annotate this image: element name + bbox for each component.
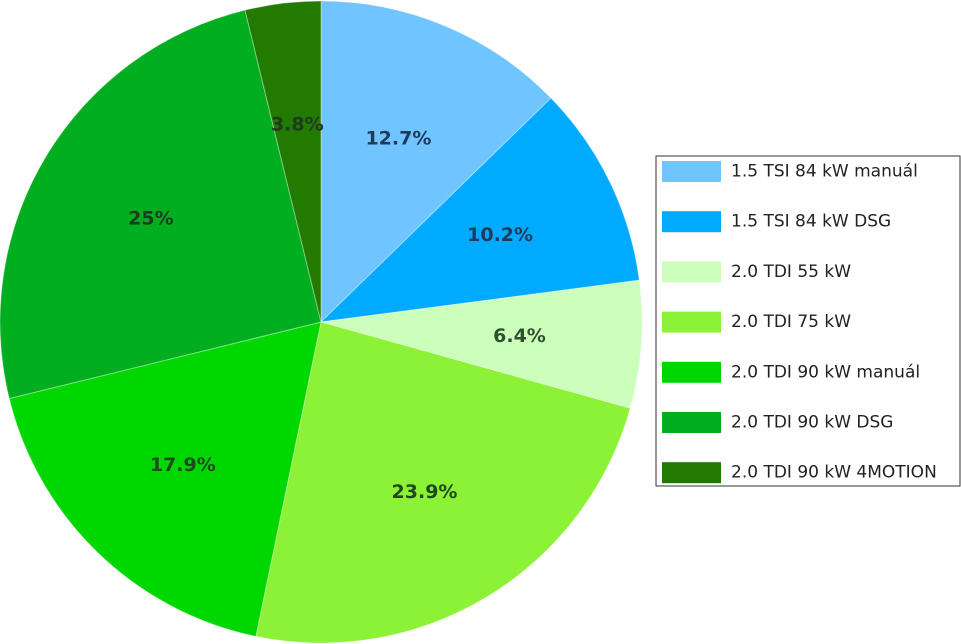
slice-value-label-7: 3.8% [271, 113, 324, 135]
legend-label-7: 2.0 TDI 90 kW 4MOTION [731, 463, 937, 483]
legend: 1.5 TSI 84 kW manuál 1.5 TSI 84 kW DSG 2.0… [655, 155, 961, 487]
pie-slices [0, 0, 643, 644]
slice-value-label-1: 12.7% [365, 128, 431, 150]
legend-label-6: 2.0 TDI 90 kW DSG [731, 413, 893, 433]
legend-swatch-2 [662, 211, 721, 233]
pie-slice-1 [320, 0, 552, 324]
slice-value-label-5: 17.9% [150, 454, 216, 476]
legend-label-1: 1.5 TSI 84 kW manuál [731, 162, 918, 182]
slice-value-label-3: 6.4% [493, 325, 546, 347]
pie-slice-labels: 12.7% 10.2% 6.4% 23.9% 17.9% 25% 3.8% [128, 113, 546, 503]
legend-swatch-5 [662, 361, 721, 383]
legend-label-3: 2.0 TDI 55 kW [731, 262, 851, 282]
legend-swatch-7 [662, 462, 721, 484]
legend-swatch-6 [662, 412, 721, 433]
slice-value-label-6: 25% [128, 208, 173, 230]
pie-slice-3 [320, 279, 643, 409]
pie-slice-7 [244, 0, 322, 323]
pie-slice-6 [0, 9, 322, 400]
pie-slice-4 [255, 321, 631, 644]
legend-items: 1.5 TSI 84 kW manuál 1.5 TSI 84 kW DSG 2.0… [662, 161, 937, 484]
legend-swatch-1 [662, 161, 721, 182]
pie-slice-2 [319, 97, 640, 323]
pie-slice-5 [8, 321, 322, 637]
legend-label-4: 2.0 TDI 75 kW [731, 312, 851, 332]
legend-label-5: 2.0 TDI 90 kW manuál [731, 362, 920, 382]
slice-value-label-4: 23.9% [392, 481, 458, 503]
legend-swatch-4 [662, 311, 721, 333]
legend-label-2: 1.5 TSI 84 kW DSG [731, 212, 891, 232]
legend-swatch-3 [662, 261, 721, 283]
slice-value-label-2: 10.2% [467, 224, 533, 246]
